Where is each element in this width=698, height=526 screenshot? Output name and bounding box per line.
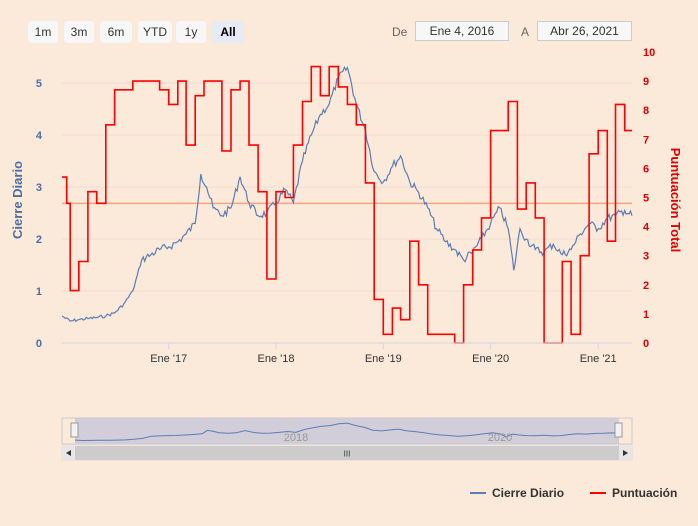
range-button-1m[interactable]: 1m xyxy=(28,21,58,43)
legend-score-label: Puntuación xyxy=(612,486,678,500)
left-tick-label: 1 xyxy=(36,286,42,298)
right-tick-label: 0 xyxy=(643,338,649,350)
right-tick-label: 5 xyxy=(643,193,649,205)
to-label: A xyxy=(521,25,530,39)
left-tick-label: 2 xyxy=(36,234,42,246)
x-tick-label: Ene '20 xyxy=(472,353,509,365)
x-tick-label: Ene '17 xyxy=(150,353,187,365)
left-tick-label: 4 xyxy=(36,130,43,142)
right-tick-label: 8 xyxy=(643,105,649,117)
navigator-selection[interactable] xyxy=(75,418,619,444)
navigator-label-2018: 2018 xyxy=(284,432,308,444)
right-tick-label: 2 xyxy=(643,280,649,292)
right-axis-ticks: 0 1 2 3 4 5 6 7 8 9 10 xyxy=(643,47,655,350)
price-series-line xyxy=(61,65,633,323)
right-tick-label: 6 xyxy=(643,163,649,175)
navigator-left-handle[interactable] xyxy=(70,422,79,438)
right-tick-label: 3 xyxy=(643,251,649,263)
navigator-right-handle[interactable] xyxy=(614,422,623,438)
right-tick-label: 9 xyxy=(643,76,649,88)
from-date-input[interactable]: Ene 4, 2016 xyxy=(415,21,509,41)
right-tick-label: 1 xyxy=(643,309,649,321)
gridlines xyxy=(62,82,632,344)
legend-item-score[interactable]: Puntuación xyxy=(590,486,677,500)
legend-item-price[interactable]: Cierre Diario xyxy=(470,486,564,500)
navigator-scrollbar-thumb[interactable] xyxy=(75,446,619,460)
navigator-label-2020: 2020 xyxy=(488,432,512,444)
scrollbar-grip: III xyxy=(344,450,351,459)
right-tick-label: 10 xyxy=(643,47,655,59)
x-tick-label: Ene '21 xyxy=(580,353,617,365)
range-button-all[interactable]: All xyxy=(212,21,244,43)
legend-price-label: Cierre Diario xyxy=(492,486,565,500)
from-label: De xyxy=(392,25,408,39)
right-axis-title: Puntuación Total xyxy=(668,148,683,252)
right-tick-label: 4 xyxy=(643,222,650,234)
legend-price-swatch xyxy=(470,492,486,494)
to-date-input[interactable]: Abr 26, 2021 xyxy=(537,21,632,41)
score-series-line xyxy=(62,65,632,344)
scroll-left-arrow-icon xyxy=(66,450,71,456)
range-button-6m[interactable]: 6m xyxy=(100,21,132,43)
left-axis-ticks: 0 1 2 3 4 5 xyxy=(36,78,43,350)
x-tick-label: Ene '18 xyxy=(258,353,295,365)
navigator[interactable]: 2018 2020 III xyxy=(61,417,633,461)
x-tick-label: Ene '19 xyxy=(365,353,402,365)
range-button-3m[interactable]: 3m xyxy=(64,21,94,43)
left-axis-title: Cierre Diario xyxy=(10,161,25,239)
range-button-1y[interactable]: 1y xyxy=(176,21,206,43)
right-tick-label: 7 xyxy=(643,134,649,146)
navigator-series-line xyxy=(74,422,620,442)
left-tick-label: 0 xyxy=(36,338,42,350)
left-tick-label: 3 xyxy=(36,182,42,194)
scroll-right-arrow-icon xyxy=(623,450,628,456)
left-tick-label: 5 xyxy=(36,78,42,90)
range-button-ytd[interactable]: YTD xyxy=(138,21,172,43)
legend-score-swatch xyxy=(590,492,606,494)
x-axis-ticks: Ene '17 Ene '18 Ene '19 Ene '20 Ene '21 xyxy=(150,343,617,365)
